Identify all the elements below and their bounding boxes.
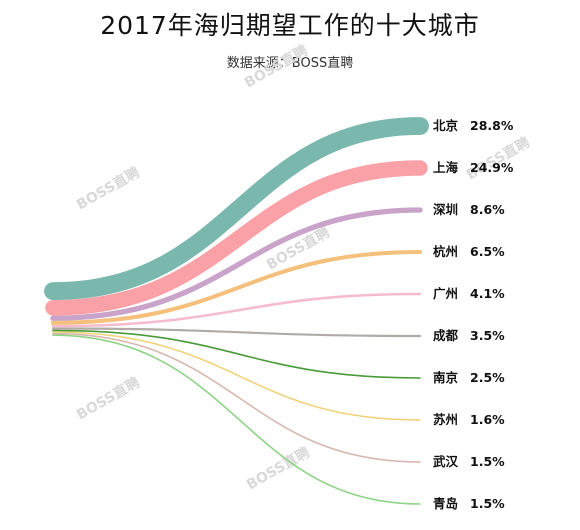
- flow-3: [50, 207, 423, 321]
- watermark: BOSS直聘: [242, 42, 311, 92]
- watermark: BOSS直聘: [244, 444, 313, 494]
- city-label: 苏州: [433, 412, 458, 427]
- value-label: 1.6%: [470, 412, 505, 427]
- value-label: 24.9%: [470, 160, 514, 175]
- city-label: 成都: [433, 328, 459, 343]
- city-label: 武汉: [433, 454, 459, 469]
- value-label: 8.6%: [470, 202, 505, 217]
- value-label: 4.1%: [470, 286, 505, 301]
- value-label: 1.5%: [470, 454, 505, 469]
- watermark: BOSS直聘: [74, 164, 143, 214]
- city-label: 北京: [433, 118, 459, 133]
- flow-5: [51, 292, 422, 328]
- flow-1: [44, 117, 429, 301]
- flow-10: [52, 334, 421, 505]
- flow-2: [45, 160, 428, 316]
- watermark: BOSS直聘: [74, 374, 143, 424]
- chart-subtitle: 数据来源：BOSS直聘: [226, 56, 354, 71]
- city-label: 南京: [433, 370, 459, 385]
- value-label: 3.5%: [470, 328, 505, 343]
- city-label: 广州: [433, 286, 458, 301]
- city-label: 深圳: [433, 202, 458, 217]
- city-label: 上海: [433, 160, 459, 175]
- value-label: 2.5%: [470, 370, 505, 385]
- city-label: 青岛: [433, 496, 458, 511]
- flow-4: [50, 249, 423, 325]
- value-label: 28.8%: [470, 118, 514, 133]
- label-layer: 北京 28.8% 上海 24.9% 深圳 8.6% 杭州 6.5% 广州 4.1% 成都 3.5% 南京…: [433, 118, 514, 511]
- value-label: 6.5%: [470, 244, 505, 259]
- chart-title: 2017年海归期望工作的十大城市: [100, 11, 480, 40]
- flow-9: [52, 332, 421, 463]
- flow-6: [51, 327, 422, 338]
- watermark: BOSS直聘: [464, 134, 533, 184]
- flow-layer: [44, 117, 429, 505]
- flow-7: [52, 329, 421, 379]
- city-label: 杭州: [433, 244, 458, 259]
- flow-8: [52, 331, 421, 421]
- value-label: 1.5%: [470, 496, 505, 511]
